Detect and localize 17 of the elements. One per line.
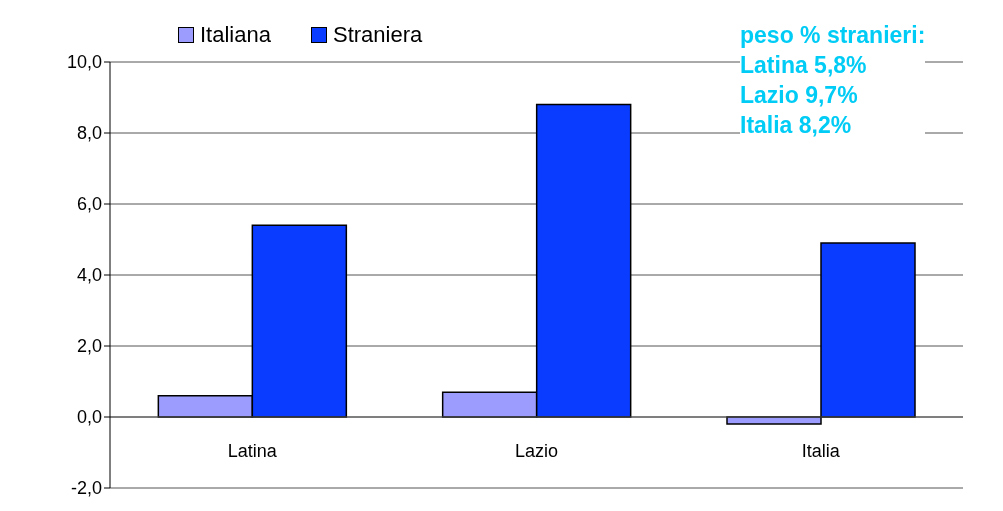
legend-label: Italiana <box>199 22 271 48</box>
y-tick-label: 10,0 <box>66 52 102 73</box>
bar <box>820 242 916 418</box>
annotation: Italia 8,2% <box>740 111 853 140</box>
x-tick-label: Lazio <box>514 440 559 461</box>
x-tick-label: Latina <box>227 440 278 461</box>
legend-label: Straniera <box>331 22 423 48</box>
y-tick-label: -2,0 <box>70 478 102 499</box>
y-tick-label: 8,0 <box>76 123 102 144</box>
x-tick-label: Italia <box>801 440 841 461</box>
annotation: Lazio 9,7% <box>740 81 859 110</box>
y-tick-label: 0,0 <box>76 407 102 428</box>
y-tick-label: 4,0 <box>76 265 102 286</box>
y-tick-label: 6,0 <box>76 194 102 215</box>
annotation: Latina 5,8% <box>740 51 868 80</box>
y-tick-label: 2,0 <box>76 336 102 357</box>
text: peso % stranieri: <box>740 21 926 50</box>
